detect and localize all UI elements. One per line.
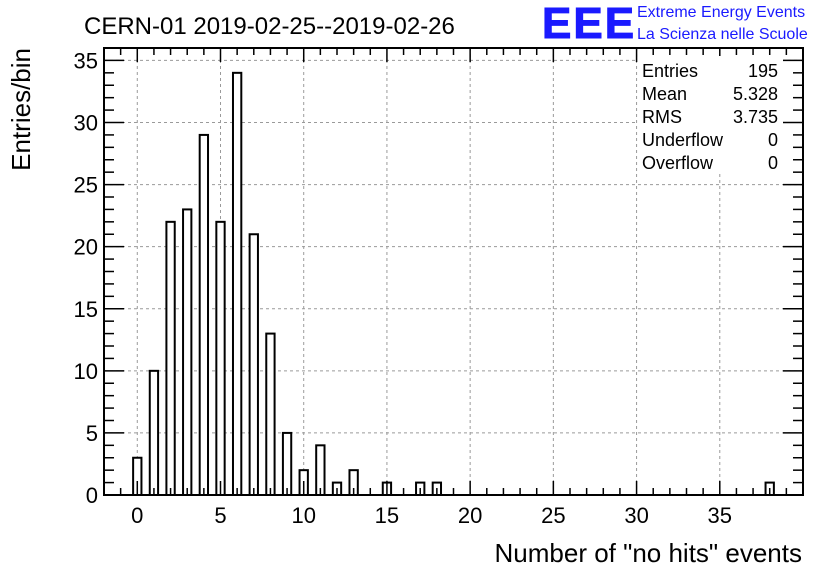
x-tick-label: 30 [624,503,648,528]
histogram-bar [248,233,259,496]
eee-logo: EEE Extreme Energy Events La Scienza nel… [542,0,808,49]
logo-line-2: La Scienza nelle Scuole [637,26,808,43]
x-tick-label: 25 [541,503,565,528]
chart-title: CERN-01 2019-02-25--2019-02-26 [84,13,455,40]
stats-label: Entries [642,61,698,81]
stats-value: 0 [768,153,778,173]
y-axis-title: Entries/bin [6,48,36,171]
x-tick-label: 20 [458,503,482,528]
x-tick-label: 15 [375,503,399,528]
histogram-bar [231,71,243,496]
x-tick-label: 0 [131,503,143,528]
axis-ticks [103,47,804,496]
histogram-bar [265,332,276,497]
y-tick-label: 30 [74,111,98,136]
x-axis-title: Number of "no hits" events [495,538,803,568]
histogram-bar [198,133,210,497]
stats-label: RMS [642,107,682,127]
y-tick-label: 15 [74,297,98,322]
histogram-bar [165,220,176,496]
histogram-bar [215,220,226,496]
stats-box-frame [638,56,783,174]
y-tick-label: 25 [74,173,98,198]
y-tick-label: 20 [74,235,98,260]
x-tick-label: 35 [708,503,732,528]
logo-mark: EEE [542,0,636,48]
stats-box: Entries 195 Mean 5.328 RMS 3.735 Underflow 0 Ove… [638,56,783,174]
histogram-bar [281,431,293,496]
stats-value: 0 [768,130,778,150]
x-tick-labels: 0 5 10 15 20 25 30 35 [131,503,732,528]
y-tick-labels: 0 5 10 15 20 25 30 35 [74,48,98,508]
histogram-bar [148,369,160,497]
stats-value: 3.735 [733,107,778,127]
y-tick-label: 10 [74,359,98,384]
stats-value: 195 [748,61,778,81]
stats-value: 5.328 [733,84,778,104]
y-tick-label: 0 [86,483,98,508]
stats-label: Overflow [642,153,714,173]
y-tick-label: 35 [74,48,98,73]
stats-label: Underflow [642,130,724,150]
logo-line-1: Extreme Energy Events [637,4,805,21]
stats-label: Mean [642,84,687,104]
histogram-bar [315,444,326,497]
x-tick-label: 5 [214,503,226,528]
x-tick-label: 10 [291,503,315,528]
y-tick-label: 5 [86,421,98,446]
histogram-bar [182,208,193,497]
